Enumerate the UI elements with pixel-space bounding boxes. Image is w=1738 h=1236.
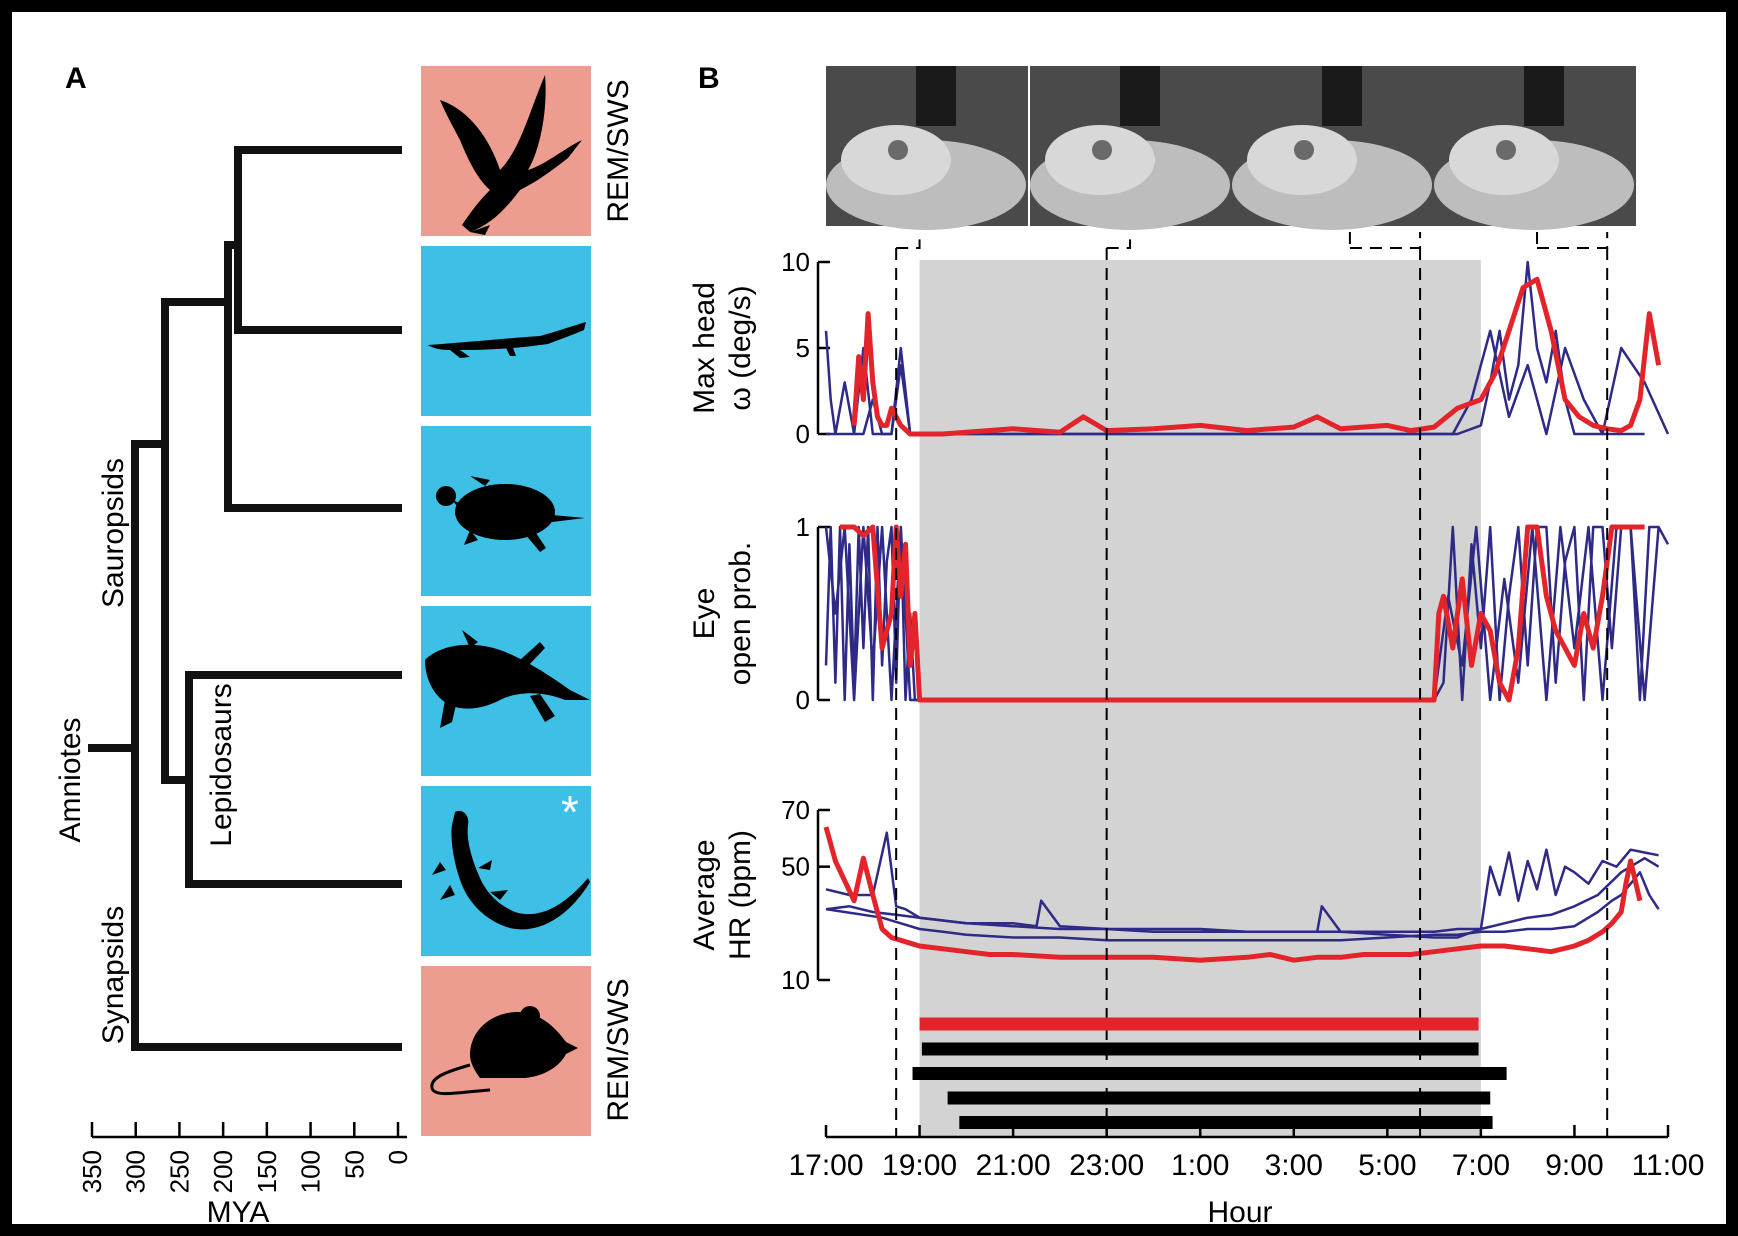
y-tick-label: 70 xyxy=(781,795,810,825)
mya-axis: 350 300 250 200 150 100 50 0 MYA xyxy=(77,1122,413,1229)
mean-series-line xyxy=(823,826,1643,963)
mean-series-line xyxy=(851,276,1662,437)
lizard-photo-icon xyxy=(1030,66,1232,230)
mya-tick-label: 100 xyxy=(296,1150,326,1193)
x-tick-label: 3:00 xyxy=(1265,1149,1323,1182)
figure-frame: A Amniotes Sau xyxy=(12,12,1726,1229)
lizard-panel xyxy=(421,786,591,956)
hour-axis-label: Hour xyxy=(1207,1196,1272,1224)
photo-bracket xyxy=(1537,232,1609,249)
y-axis-label: Average xyxy=(688,839,721,950)
photo-bracket xyxy=(1349,232,1422,249)
panel-a-letter: A xyxy=(65,62,87,95)
y-axis-label: ω (deg/s) xyxy=(724,285,757,410)
y-tick-label: 10 xyxy=(781,247,810,277)
clade-label-lepidosaurs: Lepidosaurs xyxy=(205,683,238,846)
lizard-photo-icon xyxy=(826,66,1028,230)
hour-axis: Hour 17:00 19:00 21:00 23:00 1:00 3:00 5:00 7:0… xyxy=(788,1125,1705,1229)
individual-series-line xyxy=(825,856,1660,934)
turtle-icon xyxy=(436,476,585,552)
mya-tick-label: 350 xyxy=(77,1150,107,1193)
x-tick-label: 9:00 xyxy=(1545,1149,1603,1182)
mya-tick-label: 50 xyxy=(339,1150,369,1179)
mya-tick-label: 250 xyxy=(164,1150,194,1193)
y-axis-label: Eye xyxy=(688,588,721,640)
x-tick-label: 7:00 xyxy=(1452,1149,1510,1182)
bird-icon xyxy=(440,75,582,235)
crocodile-icon xyxy=(428,322,586,358)
y-tick-label: 1 xyxy=(796,512,810,542)
bird-state-label: REM/SWS xyxy=(602,79,635,222)
photo-time-markers xyxy=(895,232,1609,1137)
x-tick-label: 17:00 xyxy=(788,1149,863,1182)
y-axis-label: Max head xyxy=(688,282,721,414)
individual-series-line xyxy=(824,525,1660,702)
lizard-photo-icon xyxy=(1434,66,1636,230)
y-tick-label: 5 xyxy=(796,333,810,363)
x-tick-label: 11:00 xyxy=(1632,1149,1705,1182)
figure-canvas: A Amniotes Sau xyxy=(54,62,1705,1229)
animal-panels: * xyxy=(421,66,591,1136)
heart-rate-chart: 70 50 10 Average HR (bpm) xyxy=(688,795,1660,995)
eye-open-chart: 1 0 Eye open prob. xyxy=(688,512,1670,715)
lizard-photo-icon xyxy=(1232,66,1434,230)
y-axis-label: open prob. xyxy=(724,542,757,685)
asterisk-marker: * xyxy=(561,786,579,838)
mouse-state-label: REM/SWS xyxy=(602,978,635,1121)
head-motion-chart: 10 5 0 Max head ω (deg/s) xyxy=(688,247,1670,449)
bird-panel xyxy=(421,66,591,236)
mya-tick-label: 0 xyxy=(383,1150,413,1164)
x-tick-label: 23:00 xyxy=(1069,1149,1144,1182)
y-axis-label: HR (bpm) xyxy=(724,830,757,960)
y-tick-label: 50 xyxy=(781,852,810,882)
sleep-bars xyxy=(912,1017,1507,1129)
clade-label-synapsids: Synapsids xyxy=(97,906,130,1044)
x-tick-label: 21:00 xyxy=(976,1149,1051,1182)
photo-bracket xyxy=(1106,232,1132,249)
individual-series-line xyxy=(825,871,1660,942)
y-tick-label: 0 xyxy=(796,419,810,449)
mya-tick-label: 300 xyxy=(121,1150,151,1193)
mya-axis-label: MYA xyxy=(207,1196,270,1224)
mean-series-line xyxy=(840,524,1645,703)
y-tick-label: 10 xyxy=(781,965,810,995)
x-tick-label: 5:00 xyxy=(1358,1149,1416,1182)
lizard-icon xyxy=(432,810,590,930)
clade-label-amniotes: Amniotes xyxy=(54,717,87,842)
video-stills xyxy=(826,66,1636,230)
x-tick-label: 19:00 xyxy=(882,1149,957,1182)
mouse-icon xyxy=(430,1006,578,1096)
mya-tick-label: 150 xyxy=(252,1150,282,1193)
photo-bracket xyxy=(896,232,921,249)
phylogenetic-tree xyxy=(88,146,402,1051)
tuatara-icon xyxy=(425,630,590,728)
individual-series-line xyxy=(824,525,1670,702)
x-tick-label: 1:00 xyxy=(1171,1149,1229,1182)
panel-b-letter: B xyxy=(698,62,720,95)
y-tick-label: 0 xyxy=(796,685,810,715)
clade-label-sauropsids: Sauropsids xyxy=(97,458,130,608)
mya-tick-label: 200 xyxy=(208,1150,238,1193)
